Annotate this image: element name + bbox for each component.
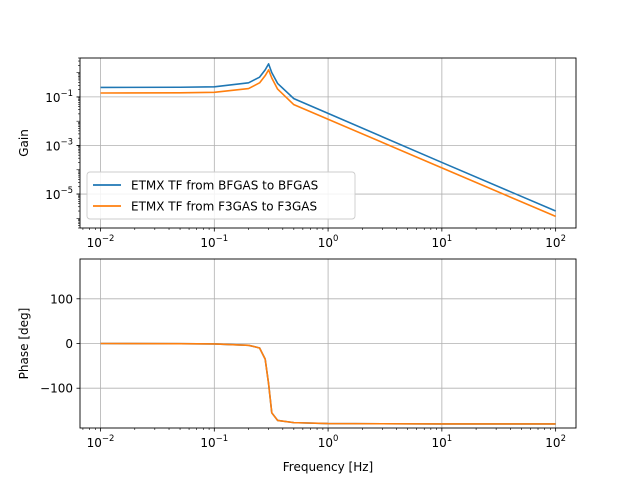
x-tick-label: 101 — [432, 234, 453, 250]
panels: 10−2 10−1 100 101 102 10−5 10−3 10−1 Gain ETMX TF… — [17, 57, 577, 474]
y-tick-label: 10−3 — [45, 137, 73, 153]
legend-entry-label: ETMX TF from BFGAS to BFGAS — [131, 179, 318, 193]
x-tick-label: 100 — [318, 434, 339, 450]
y-tick-label: 100 — [50, 292, 73, 306]
y-axis-label: Phase [deg] — [17, 308, 31, 380]
x-tick-label: 10−1 — [200, 434, 228, 450]
x-tick-label: 102 — [545, 434, 566, 450]
x-tick-label: 102 — [545, 234, 566, 250]
magnitude-panel: 10−2 10−1 100 101 102 10−5 10−3 10−1 Gain ETMX TF… — [17, 57, 577, 250]
series-line-f3gas — [100, 69, 556, 218]
phase-panel: 10−2 10−1 100 101 102 100 0 −100 Phase [deg] Freq… — [17, 258, 577, 474]
series-line-bfgas — [100, 63, 556, 212]
x-tick-label: 10−2 — [87, 434, 115, 450]
legend-box — [86, 171, 356, 220]
y-tick-label: −100 — [40, 382, 73, 396]
x-tick-label: 100 — [318, 234, 339, 250]
legend-entry-label: ETMX TF from F3GAS to F3GAS — [131, 200, 317, 214]
y-tick-label: 10−5 — [45, 186, 73, 202]
legend: ETMX TF from BFGAS to BFGAS ETMX TF from … — [86, 171, 356, 220]
x-tick-label: 101 — [432, 434, 453, 450]
y-axis-label: Gain — [17, 129, 31, 157]
y-tick-label: 10−1 — [45, 89, 73, 105]
y-tick-label: 0 — [65, 337, 73, 351]
x-tick-label: 10−2 — [87, 234, 115, 250]
x-tick-label: 10−1 — [200, 234, 228, 250]
x-axis-label: Frequency [Hz] — [283, 460, 374, 474]
series-line-f3gas — [100, 342, 556, 425]
